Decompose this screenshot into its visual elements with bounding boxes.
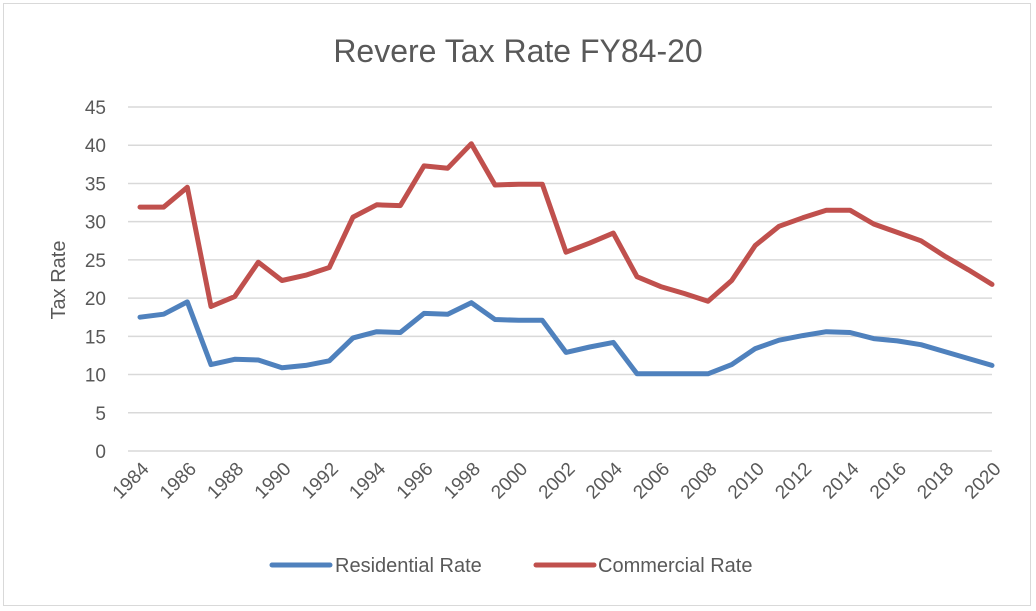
legend-label-residential: Residential Rate [335, 555, 482, 577]
x-tick-label: 2018 [913, 459, 958, 504]
legend: Residential Rate Commercial Rate [269, 555, 752, 577]
x-tick-label: 1988 [203, 459, 248, 504]
x-tick-label: 1990 [251, 459, 296, 504]
chart-frame [3, 3, 1031, 606]
y-tick-label: 30 [85, 213, 106, 234]
series-line-residential [137, 299, 995, 377]
gridlines [128, 106, 992, 452]
series-line-commercial [137, 141, 995, 309]
y-tick-label: 35 [85, 174, 106, 195]
x-tick-label: 1984 [109, 458, 154, 503]
x-tick-label: 2008 [677, 459, 722, 504]
y-tick-label: 40 [85, 136, 106, 157]
x-tick-label: 1986 [156, 459, 201, 504]
y-tick-label: 25 [85, 251, 106, 272]
y-axis-ticks: 0 5 10 15 20 25 30 35 40 45 [85, 98, 106, 463]
y-tick-label: 0 [95, 442, 106, 463]
x-tick-label: 2000 [487, 459, 532, 504]
y-tick-label: 20 [85, 289, 106, 310]
x-tick-label: 1994 [345, 458, 390, 503]
x-tick-label: 1998 [440, 459, 485, 504]
x-tick-label: 2002 [535, 459, 580, 504]
y-tick-label: 15 [85, 327, 106, 348]
y-axis-label: Tax Rate [48, 241, 70, 320]
x-tick-label: 2004 [582, 458, 627, 503]
x-tick-label: 2010 [724, 459, 769, 504]
y-tick-label: 45 [85, 98, 106, 119]
y-tick-label: 5 [95, 404, 106, 425]
x-tick-label: 2012 [771, 459, 816, 504]
legend-label-commercial: Commercial Rate [598, 555, 752, 577]
x-tick-label: 2016 [866, 459, 911, 504]
x-tick-label: 2006 [629, 459, 674, 504]
x-tick-label: 1996 [393, 459, 438, 504]
x-tick-label: 1992 [298, 459, 343, 504]
x-tick-label: 2020 [961, 459, 1006, 504]
chart-title: Revere Tax Rate FY84-20 [333, 33, 702, 69]
x-axis-ticks: 1984 1986 1988 1990 1992 1994 1996 1998 2000 2002… [109, 458, 1006, 503]
y-tick-label: 10 [85, 366, 106, 387]
series-lines [137, 141, 995, 377]
x-tick-label: 2014 [819, 458, 864, 503]
